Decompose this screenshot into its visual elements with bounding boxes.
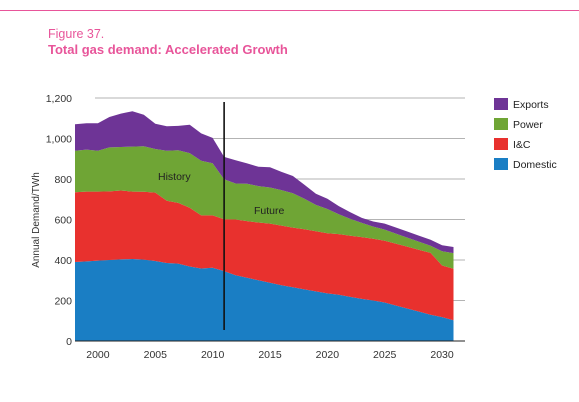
annotation-history: History bbox=[158, 171, 191, 183]
chart-title: Total gas demand: Accelerated Growth bbox=[48, 42, 288, 57]
area-series bbox=[75, 111, 454, 341]
x-tick-label: 2005 bbox=[144, 349, 168, 361]
x-tick-label: 2015 bbox=[258, 349, 282, 361]
y-tick-label: 400 bbox=[54, 255, 72, 267]
area-i-c bbox=[75, 190, 454, 321]
legend-swatch-i-c bbox=[494, 138, 508, 150]
legend-label-domestic: Domestic bbox=[513, 159, 557, 171]
y-tick-label: 800 bbox=[54, 174, 72, 186]
y-tick-label: 200 bbox=[54, 296, 72, 308]
legend-swatch-power bbox=[494, 118, 508, 130]
legend-label-power: Power bbox=[513, 119, 543, 131]
annotation-future: Future bbox=[254, 205, 285, 217]
axes bbox=[75, 102, 465, 342]
legend-swatch-exports bbox=[494, 98, 508, 110]
top-rule bbox=[0, 10, 579, 11]
legend: Exports Power I&C Domestic bbox=[494, 98, 557, 171]
legend-swatch-domestic bbox=[494, 158, 508, 170]
y-tick-label: 1,200 bbox=[46, 93, 72, 105]
y-axis-label: Annual Demand/TWh bbox=[31, 172, 42, 268]
y-tick-label: 0 bbox=[66, 336, 72, 348]
figure-number: Figure 37. bbox=[48, 27, 105, 41]
x-tick-label: 2000 bbox=[86, 349, 110, 361]
tick-labels: 0 200 400 600 800 1,000 1,200 2000 2005 2010 2015 2… bbox=[31, 93, 454, 361]
x-tick-label: 2025 bbox=[373, 349, 397, 361]
legend-label-i-c: I&C bbox=[513, 139, 531, 151]
y-tick-label: 1,000 bbox=[46, 134, 72, 146]
area-domestic bbox=[75, 259, 454, 341]
x-tick-label: 2030 bbox=[430, 349, 454, 361]
area-exports bbox=[75, 111, 454, 254]
area-power bbox=[75, 146, 454, 269]
x-tick-label: 2020 bbox=[316, 349, 340, 361]
legend-label-exports: Exports bbox=[513, 99, 549, 111]
x-tick-label: 2010 bbox=[201, 349, 225, 361]
y-tick-label: 600 bbox=[54, 215, 72, 227]
